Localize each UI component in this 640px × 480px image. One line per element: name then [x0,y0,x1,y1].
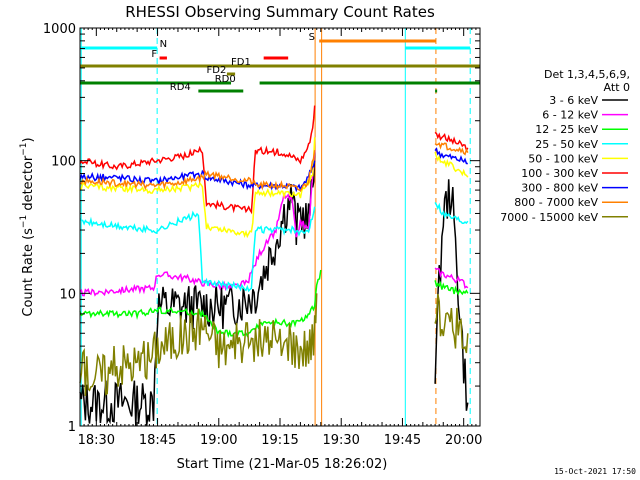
axes: 18:30 18:45 19:00 19:15 19:30 19:45 20:00 1 10 10… [43,22,483,448]
series-line-2 [79,269,322,338]
legend-label-5: 100 - 300 keV [521,167,598,180]
series-line-3 [79,206,316,293]
x-tick-label-0: 18:30 [78,433,115,448]
legend: Det 1,3,4,5,6,9, Att 0 3 - 6 keV 6 - 12 k… [500,68,630,224]
y-axis-label-exp: −1 [19,215,29,228]
flag-label-fd1: FD1 [231,57,251,68]
y-tick-label-1: 10 [59,287,76,302]
legend-label-6: 300 - 800 keV [521,182,598,195]
flag-label-n: N [160,39,167,50]
series-line-1-b [434,267,469,289]
legend-header-line2: Att 0 [604,81,630,94]
x-axis-label: Start Time (21-Mar-05 18:26:02) [177,457,388,472]
x-tick-label-6: 20:00 [445,433,482,448]
y-tick-label-0: 1 [68,420,76,435]
y-axis-label-prefix: Count Rate (s [21,228,36,317]
flag-label-s: S [309,32,315,43]
x-tick-label-1: 18:45 [139,433,176,448]
legend-label-4: 50 - 100 keV [528,152,598,165]
legend-label-7: 800 - 7000 keV [514,196,598,209]
y-axis-label-exp2: −1 [19,142,29,155]
legend-label-8: 7000 - 15000 keV [500,211,598,224]
series-group [79,105,469,426]
series-line-0 [79,150,316,426]
x-tick-label-3: 19:15 [261,433,298,448]
series-line-7-b [434,142,469,156]
series-line-1 [79,150,316,297]
x-tick-label-4: 19:30 [322,433,359,448]
legend-label-2: 12 - 25 keV [535,123,598,136]
series-line-7 [79,150,316,192]
x-tick-label-5: 19:45 [384,433,421,448]
legend-label-3: 25 - 50 keV [535,138,598,151]
x-tick-label-2: 19:00 [200,433,237,448]
y-axis-label-suffix: ) [21,137,36,142]
series-line-6 [79,160,316,193]
series-line-4 [80,137,316,239]
series-line-4-b [434,151,469,178]
series-line-3-b [434,202,469,225]
legend-header-line1: Det 1,3,4,5,6,9, [544,68,630,81]
flag-label-rd0: RD0 [215,74,236,85]
y-tick-label-3: 1000 [43,22,76,37]
legend-label-0: 3 - 6 keV [549,94,598,107]
series-line-8 [79,293,318,397]
flag-label-fd2: FD2 [207,65,227,76]
chart-title: RHESSI Observing Summary Count Rates [125,3,435,21]
series-line-5-b [434,131,469,153]
flag-label-f: F [151,49,157,60]
series-line-2-b [434,280,469,296]
y-axis-label: Count Rate (s−1 detector−1) [19,137,36,316]
footer-date: 15-Oct-2021 17:50 [554,467,636,476]
y-tick-label-2: 100 [51,155,76,170]
series-line-6-b [434,147,468,165]
y-axis-label-mid: detector [21,155,36,215]
series-line-5 [79,105,316,215]
legend-label-1: 6 - 12 keV [542,109,598,122]
series-line-8-b [434,293,469,354]
flag-label-rd4: RD4 [170,82,191,93]
